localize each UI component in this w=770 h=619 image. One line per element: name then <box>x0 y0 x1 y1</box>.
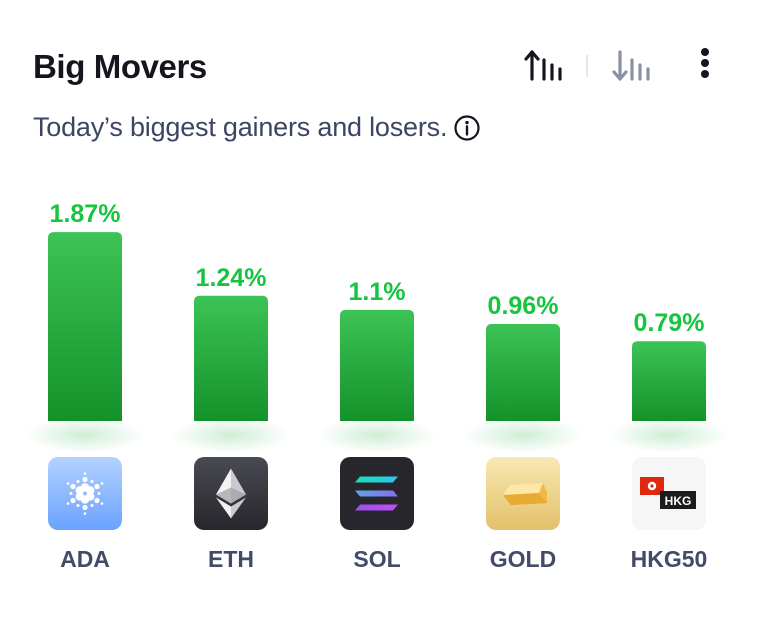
hong-kong-flag-icon <box>640 477 664 495</box>
asset-symbol-label[interactable]: HKG50 <box>631 546 708 572</box>
asset-tile-ada[interactable] <box>48 457 122 530</box>
asset-tile-sol[interactable] <box>340 457 414 530</box>
hkg-badge <box>660 491 696 509</box>
asset-tile-eth[interactable] <box>194 457 268 530</box>
bar-eth[interactable] <box>194 295 268 421</box>
bar-glow <box>25 417 145 453</box>
widget-subtitle: Today’s biggest gainers and losers. <box>33 112 448 142</box>
solana-logo-icon <box>355 476 398 511</box>
info-icon[interactable] <box>453 114 481 142</box>
hkg-badge-text: HKG <box>665 494 692 508</box>
asset-tile-gold[interactable] <box>486 457 560 530</box>
more-options-icon[interactable] <box>692 46 718 82</box>
bar-ada[interactable] <box>48 232 122 421</box>
bar-gold[interactable] <box>486 324 560 421</box>
bar-hkg50[interactable] <box>632 341 706 421</box>
bar-value-label: 1.87% <box>50 200 121 228</box>
asset-symbol-label[interactable]: SOL <box>353 546 400 572</box>
sort-divider <box>586 55 588 77</box>
bar-glow <box>317 417 437 453</box>
asset-symbol-label[interactable]: ETH <box>208 546 254 572</box>
bar-value-label: 0.96% <box>488 292 559 320</box>
sort-descending-icon[interactable] <box>524 48 564 84</box>
asset-symbol-label[interactable]: GOLD <box>490 546 556 572</box>
bar-glow <box>609 417 729 453</box>
bar-value-label: 1.1% <box>349 278 406 306</box>
cardano-logo-icon <box>66 472 104 515</box>
bars <box>25 232 729 453</box>
asset-symbol-label[interactable]: ADA <box>60 546 110 572</box>
asset-tile-hkg50[interactable]: HKG <box>632 457 706 530</box>
bar-value-label: 0.79% <box>634 309 705 337</box>
bar-value-label: 1.24% <box>196 264 267 292</box>
ethereum-logo-icon <box>216 468 246 519</box>
bar-sol[interactable] <box>340 309 414 421</box>
sort-ascending-icon[interactable] <box>612 48 652 84</box>
subtitle-row: Today’s biggest gainers and losers. <box>33 112 481 143</box>
bar-glow <box>463 417 583 453</box>
widget-title: Big Movers <box>33 48 207 85</box>
bar-glow <box>171 417 291 453</box>
gold-bar-icon <box>503 483 547 505</box>
